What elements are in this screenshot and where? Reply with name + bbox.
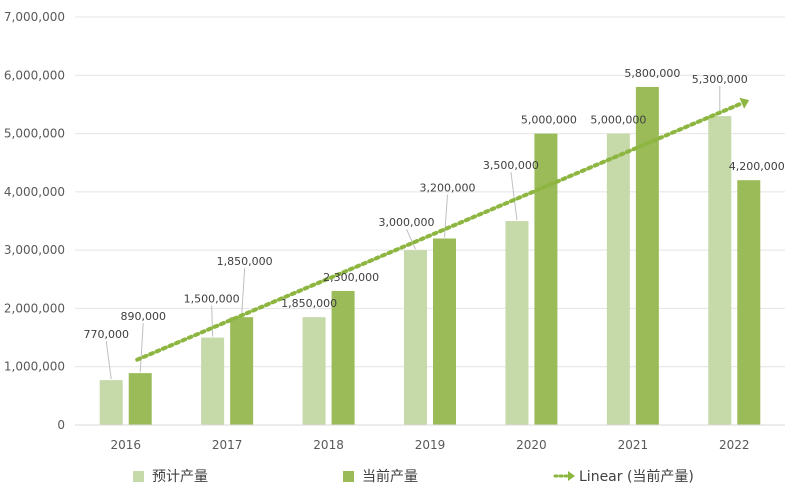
leader-line [406, 228, 416, 250]
legend-label: Linear (当前产量) [579, 468, 694, 485]
legend-swatch-current [343, 471, 354, 482]
bar-forecast [708, 116, 732, 425]
y-tick-label: 7,000,000 [4, 10, 65, 24]
bar-forecast [302, 317, 326, 425]
data-label: 4,200,000 [729, 160, 785, 173]
legend-label: 当前产量 [362, 468, 418, 485]
y-tick-label: 3,000,000 [4, 243, 65, 257]
data-label: 1,850,000 [281, 297, 337, 310]
y-tick-label: 0 [57, 418, 65, 432]
bar-current [534, 133, 558, 426]
x-tick-label: 2021 [618, 438, 649, 452]
bar-forecast [404, 250, 427, 425]
y-axis-ticks: 0 1,000,000 2,000,000 3,000,000 4,000,000 5,0… [4, 10, 65, 432]
bar-current [331, 290, 355, 425]
data-label: 5,300,000 [692, 73, 748, 86]
trendline-arrowhead [739, 97, 750, 109]
leader-line [105, 341, 112, 380]
gridlines [75, 16, 785, 368]
data-label: 2,300,000 [323, 271, 379, 284]
y-tick-label: 6,000,000 [4, 68, 65, 82]
data-label: 5,000,000 [590, 114, 646, 127]
leader-line [510, 171, 518, 221]
legend-label: 预计产量 [152, 469, 208, 485]
y-tick-label: 4,000,000 [4, 185, 65, 199]
x-axis-ticks: 2016 2017 2018 2019 2020 2021 2022 [110, 438, 749, 452]
bar-current [230, 317, 254, 425]
x-tick-label: 2017 [212, 438, 243, 452]
trendline-line [135, 101, 744, 362]
x-tick-label: 2018 [313, 438, 344, 452]
bar-forecast [99, 380, 123, 425]
data-labels: 770,000 890,000 1,500,000 1,850,000 1,850,00… [83, 67, 784, 341]
y-tick-label: 2,000,000 [4, 301, 65, 315]
bar-current [128, 373, 152, 425]
x-tick-label: 2020 [516, 438, 547, 452]
x-tick-label: 2019 [415, 438, 446, 452]
legend: 预计产量 当前产量 Linear (当前产量) [133, 468, 694, 485]
legend-trendline-arrow [568, 471, 575, 481]
leader-line [241, 268, 246, 317]
trendline [135, 97, 750, 362]
x-tick-label: 2022 [719, 438, 750, 452]
data-label: 1,500,000 [184, 293, 240, 306]
label-leader-lines [105, 86, 721, 380]
data-label: 5,800,000 [624, 67, 680, 80]
data-label: 3,500,000 [483, 159, 539, 172]
data-label: 770,000 [83, 328, 129, 341]
legend-swatch-forecast [133, 471, 144, 482]
bar-current [635, 86, 659, 425]
y-tick-label: 5,000,000 [4, 127, 65, 141]
data-label: 3,200,000 [420, 181, 476, 194]
bars [99, 86, 761, 426]
leader-line [139, 323, 144, 373]
bar-current [737, 180, 761, 425]
x-tick-label: 2016 [110, 438, 141, 452]
bar-forecast [201, 337, 225, 425]
leader-line [444, 194, 448, 238]
data-label: 3,000,000 [379, 216, 435, 229]
y-tick-label: 1,000,000 [4, 360, 65, 374]
data-label: 890,000 [120, 310, 166, 323]
bar-current [433, 238, 456, 425]
bar-forecast [606, 133, 630, 426]
bar-forecast [505, 221, 529, 425]
leader-line [211, 305, 214, 337]
data-label: 1,850,000 [217, 255, 273, 268]
data-label: 5,000,000 [521, 114, 577, 127]
